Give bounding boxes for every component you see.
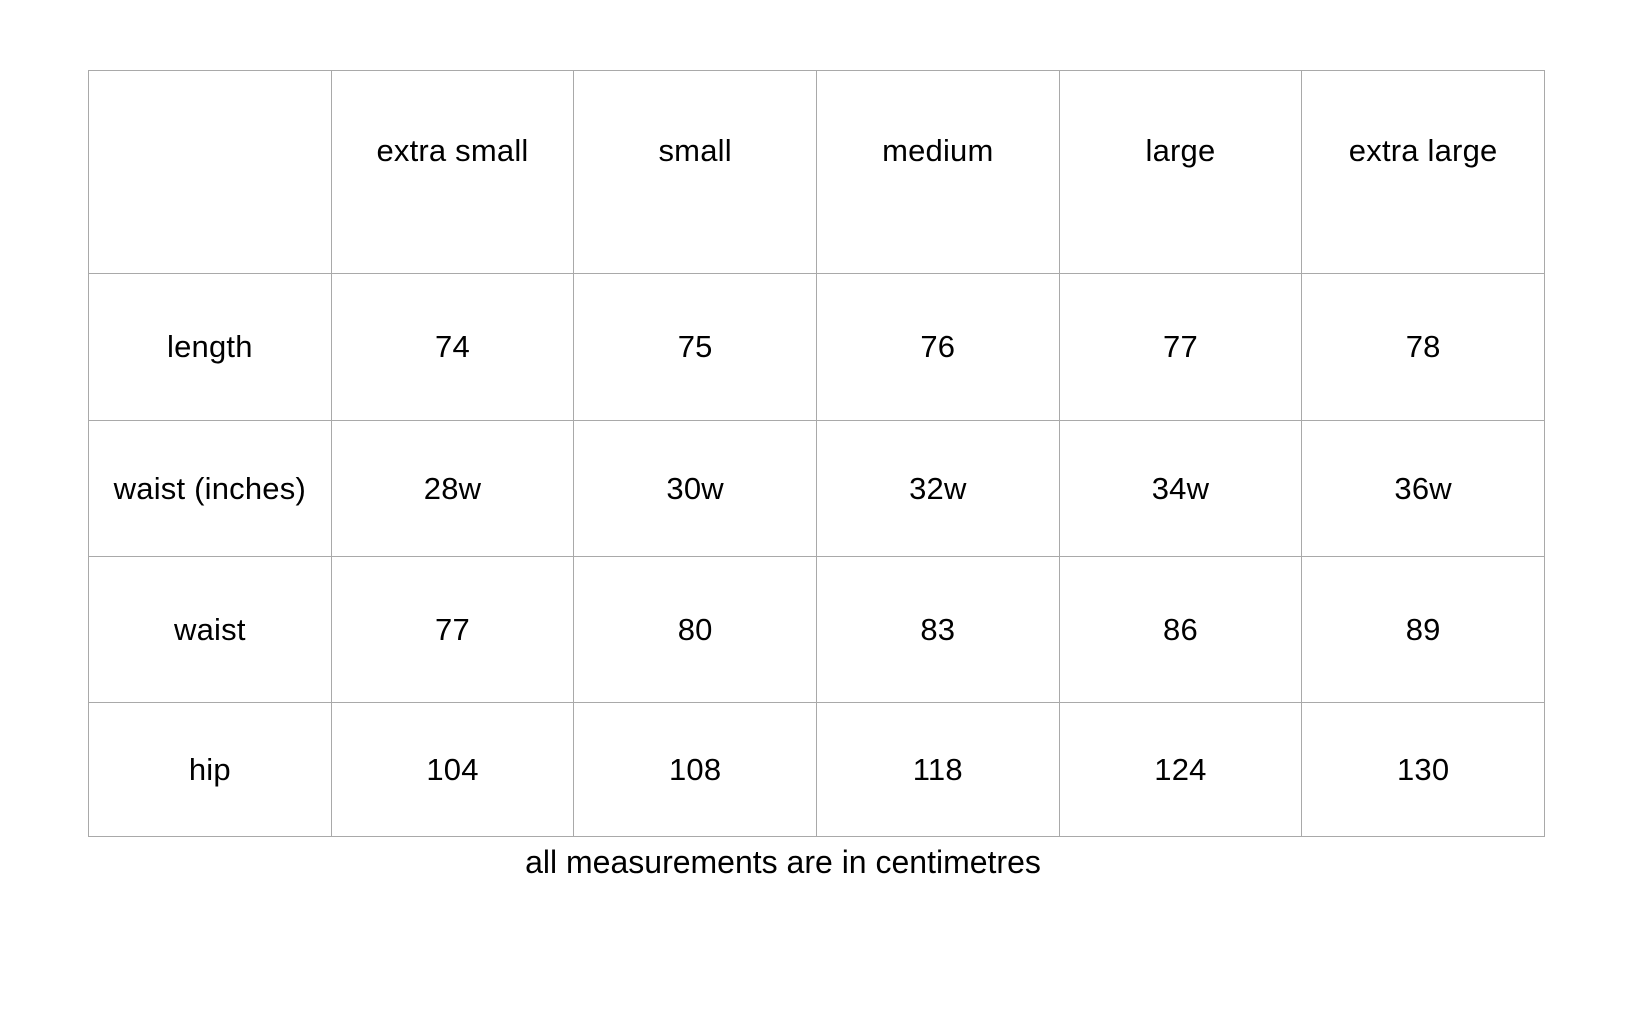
- table-cell: 77: [1058, 273, 1303, 421]
- table-cell: 80: [573, 556, 817, 703]
- table-cell: 118: [815, 702, 1060, 837]
- column-header-medium: medium: [815, 70, 1060, 274]
- table-cell: 30w: [573, 420, 817, 557]
- table-cell: 86: [1058, 556, 1303, 703]
- measurements-note: all measurements are in centimetres: [525, 844, 1041, 880]
- table-cell: 76: [815, 273, 1060, 421]
- table-row-hip: hip 104 108 118 124 130: [88, 702, 1545, 837]
- row-label: length: [88, 273, 332, 421]
- size-chart-table: extra small small medium large extra lar…: [88, 70, 1545, 837]
- header-row: extra small small medium large extra lar…: [88, 70, 1545, 274]
- table-cell: 34w: [1058, 420, 1303, 557]
- row-label: hip: [88, 702, 332, 837]
- table-cell: 74: [330, 273, 575, 421]
- table-cell: 78: [1301, 273, 1545, 421]
- row-label: waist (inches): [88, 420, 332, 557]
- table-cell: 104: [330, 702, 575, 837]
- column-header-extra-small: extra small: [330, 70, 575, 274]
- corner-cell: [88, 70, 332, 274]
- column-header-extra-large: extra large: [1301, 70, 1545, 274]
- table-cell: 36w: [1301, 420, 1545, 557]
- row-label: waist: [88, 556, 332, 703]
- table-cell: 83: [815, 556, 1060, 703]
- table-cell: 28w: [330, 420, 575, 557]
- column-header-small: small: [573, 70, 817, 274]
- table-row-length: length 74 75 76 77 78: [88, 273, 1545, 421]
- table-row-waist: waist 77 80 83 86 89: [88, 556, 1545, 703]
- table-cell: 124: [1058, 702, 1303, 837]
- table-cell: 75: [573, 273, 817, 421]
- table-cell: 130: [1301, 702, 1545, 837]
- table-cell: 77: [330, 556, 575, 703]
- column-header-large: large: [1058, 70, 1303, 274]
- table-cell: 32w: [815, 420, 1060, 557]
- table-cell: 89: [1301, 556, 1545, 703]
- table-row-waist-inches: waist (inches) 28w 30w 32w 34w 36w: [88, 420, 1545, 557]
- table-cell: 108: [573, 702, 817, 837]
